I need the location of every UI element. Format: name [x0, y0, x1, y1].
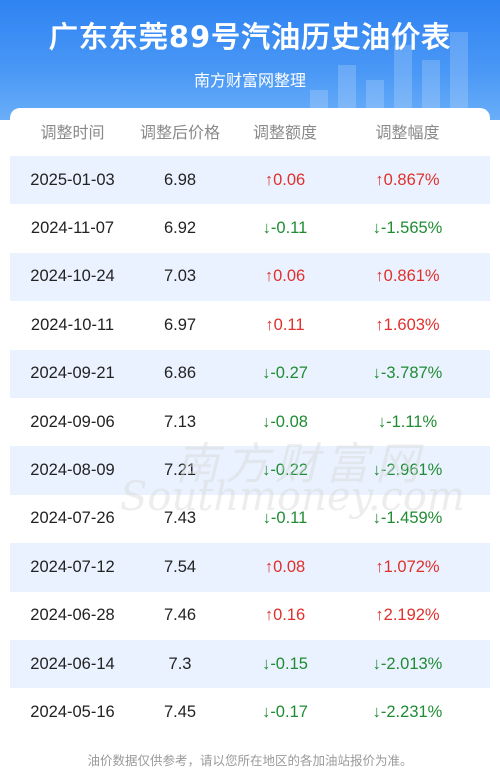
cell-percent: ↓-1.459%	[372, 509, 443, 528]
cell-price: 7.21	[163, 461, 197, 480]
column-header-percent: 调整幅度	[375, 123, 440, 142]
cell-price: 7.03	[163, 267, 197, 286]
table-row: 2024-10-24 7.03 ↑0.06 ↑0.861%	[10, 252, 490, 302]
cell-date: 2024-11-07	[30, 219, 115, 238]
cell-date: 2024-06-14	[30, 654, 115, 673]
cell-price: 7.46	[163, 606, 197, 625]
cell-price: 7.54	[163, 557, 197, 576]
cell-percent: ↑2.192%	[375, 606, 440, 625]
cell-change: ↓-0.22	[262, 461, 308, 480]
cell-percent: ↑0.867%	[375, 170, 440, 189]
cell-change: ↑0.16	[264, 606, 306, 625]
cell-price: 7.45	[163, 702, 197, 721]
table-header: 调整时间 调整后价格 调整额度 调整幅度	[10, 108, 490, 154]
cell-date: 2025-01-03	[30, 170, 115, 189]
cell-percent: ↑0.861%	[375, 267, 440, 286]
cell-change: ↓-0.27	[262, 364, 308, 383]
cell-change: ↓-0.11	[262, 219, 308, 238]
table-row: 2024-09-21 6.86 ↓-0.27 ↓-3.787%	[10, 349, 490, 398]
cell-percent: ↑1.072%	[375, 557, 440, 576]
cell-price: 6.86	[163, 364, 197, 383]
table-body: 2025-01-03 6.98 ↑0.06 ↑0.867% 2024-11-07 6.92…	[10, 156, 490, 737]
table-row: 2024-11-07 6.92 ↓-0.11 ↓-1.565%	[10, 204, 490, 252]
cell-price: 7.43	[163, 509, 197, 528]
table-row: 2024-07-26 7.43 ↓-0.11 ↓-1.459%	[10, 495, 490, 543]
table-row: 2024-06-14 7.3 ↓-0.15 ↓-2.013%	[10, 639, 490, 689]
cell-change: ↓-0.17	[262, 702, 308, 721]
cell-change: ↑0.08	[264, 557, 306, 576]
cell-percent: ↓-2.961%	[372, 461, 443, 480]
cell-percent: ↑1.603%	[375, 315, 440, 334]
cell-change: ↓-0.08	[262, 412, 308, 431]
cell-percent: ↓-2.013%	[372, 654, 443, 673]
cell-percent: ↓-1.565%	[372, 219, 443, 238]
column-header-date: 调整时间	[40, 123, 105, 142]
cell-change: ↑0.11	[265, 315, 305, 334]
cell-date: 2024-09-21	[30, 364, 115, 383]
table-row: 2024-09-06 7.13 ↓-0.08 ↓-1.11%	[10, 398, 490, 446]
cell-date: 2024-09-06	[30, 412, 115, 431]
cell-price: 6.98	[163, 170, 197, 189]
cell-price: 6.97	[163, 315, 197, 334]
column-header-price: 调整后价格	[139, 123, 220, 142]
cell-date: 2024-10-11	[30, 315, 115, 334]
column-header-change: 调整额度	[252, 123, 317, 142]
page-subtitle: 南方财富网整理	[193, 71, 306, 90]
cell-date: 2024-10-24	[30, 267, 115, 286]
cell-date: 2024-06-28	[30, 606, 115, 625]
cell-percent: ↓-3.787%	[372, 364, 443, 383]
cell-change: ↓-0.15	[262, 654, 308, 673]
header-banner: 广东东莞89号汽油历史油价表 南方财富网整理	[0, 0, 500, 120]
table-row: 2024-05-16 7.45 ↓-0.17 ↓-2.231%	[10, 688, 490, 736]
cell-date: 2024-08-09	[30, 461, 115, 480]
table-row: 2024-10-11 6.97 ↑0.11 ↑1.603%	[10, 301, 490, 349]
cell-percent: ↓-2.231%	[372, 702, 443, 721]
footer-note: 油价数据仅供参考，请以您所在地区的各加油站报价为准。	[87, 753, 413, 768]
cell-date: 2024-05-16	[30, 702, 115, 721]
cell-percent: ↓-1.11%	[377, 412, 438, 431]
cell-price: 6.92	[163, 219, 197, 238]
cell-change: ↑0.06	[264, 267, 306, 286]
table-row: 2025-01-03 6.98 ↑0.06 ↑0.867%	[10, 156, 490, 205]
cell-change: ↑0.06	[264, 170, 306, 189]
price-table-card: 调整时间 调整后价格 调整额度 调整幅度 2025-01-03 6.98 ↑0.06…	[10, 108, 490, 748]
table-row: 2024-07-12 7.54 ↑0.08 ↑1.072%	[10, 543, 490, 592]
cell-date: 2024-07-26	[30, 509, 115, 528]
page-title: 广东东莞89号汽油历史油价表	[48, 20, 452, 54]
cell-price: 7.3	[168, 654, 192, 673]
cell-date: 2024-07-12	[30, 557, 115, 576]
table-row: 2024-06-28 7.46 ↑0.16 ↑2.192%	[10, 592, 490, 640]
cell-change: ↓-0.11	[262, 509, 308, 528]
table-row: 2024-08-09 7.21 ↓-0.22 ↓-2.961%	[10, 446, 490, 495]
cell-price: 7.13	[163, 412, 197, 431]
